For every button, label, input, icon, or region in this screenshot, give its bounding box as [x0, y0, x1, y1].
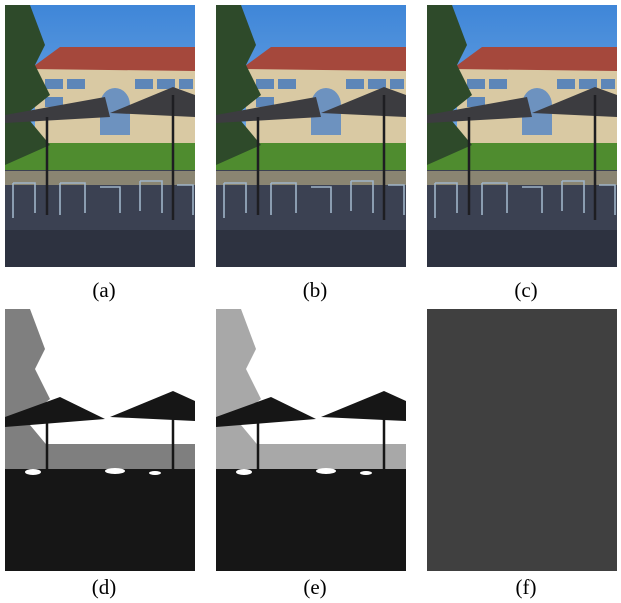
caption: (f) [516, 575, 537, 599]
figure: (a) (b) (c) (d) (e) (f) [0, 0, 621, 603]
image-b [216, 5, 406, 267]
caption: (a) [92, 278, 115, 302]
image-f [427, 309, 617, 571]
caption: (c) [514, 278, 537, 302]
image-e [216, 309, 406, 571]
caption: (e) [303, 575, 326, 599]
image-d [5, 309, 195, 571]
caption: (d) [92, 575, 117, 599]
image-c [427, 5, 617, 267]
image-a [5, 5, 195, 267]
caption: (b) [303, 278, 328, 302]
